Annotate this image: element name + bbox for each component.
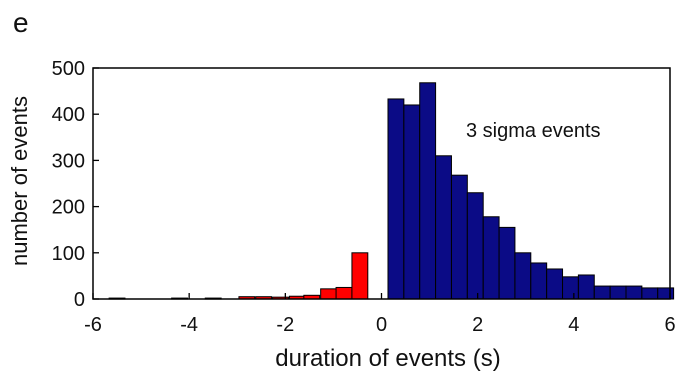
bar-positive-12 — [577, 274, 595, 300]
bar-positive-14 — [609, 285, 627, 300]
bar-positive-0 — [387, 98, 405, 300]
bars-layer — [108, 82, 675, 300]
bar-negative-9 — [335, 286, 353, 300]
y-tick-label-2: 200 — [52, 197, 85, 219]
bar-positive-10 — [546, 268, 564, 300]
y-tick-label-0: 0 — [74, 289, 85, 311]
sigma-annotation: 3 sigma events — [466, 120, 601, 142]
bar-negative-0 — [351, 252, 369, 300]
x-tick-label-3: 0 — [376, 314, 387, 336]
bar-positive-2 — [419, 82, 437, 300]
panel-label: e — [13, 7, 29, 38]
bar-positive-5 — [466, 192, 484, 300]
y-tick-label-4: 400 — [52, 104, 85, 126]
bar-positive-1 — [403, 104, 421, 300]
x-axis-title: duration of events (s) — [275, 345, 500, 372]
bar-positive-16 — [641, 287, 659, 300]
plot-frame — [92, 67, 671, 300]
x-tick-label-5: 4 — [568, 314, 579, 336]
y-tick-label-3: 300 — [52, 150, 85, 172]
y-tick-label-1: 100 — [52, 243, 85, 265]
bar-positive-11 — [562, 276, 579, 300]
bar-positive-13 — [593, 285, 611, 300]
y-axis-title: number of events — [7, 96, 32, 266]
x-tick-label-0: -6 — [84, 314, 102, 336]
bar-positive-4 — [450, 174, 468, 300]
x-tick-label-1: -4 — [180, 314, 198, 336]
bar-positive-3 — [435, 155, 452, 300]
ticks-layer: -6 -4 -2 0 2 4 6 0 100 200 300 400 500 — [52, 58, 676, 336]
bar-positive-7 — [498, 226, 516, 300]
y-tick-label-5: 500 — [52, 58, 85, 80]
bar-positive-6 — [482, 216, 500, 300]
x-tick-label-6: 6 — [664, 314, 675, 336]
bar-positive-9 — [530, 262, 548, 300]
bar-positive-17 — [657, 287, 675, 300]
x-tick-label-4: 2 — [472, 314, 483, 336]
x-tick-label-2: -2 — [276, 314, 294, 336]
bar-positive-15 — [625, 285, 643, 300]
bar-positive-8 — [514, 252, 532, 300]
bar-negative-8 — [320, 288, 338, 300]
